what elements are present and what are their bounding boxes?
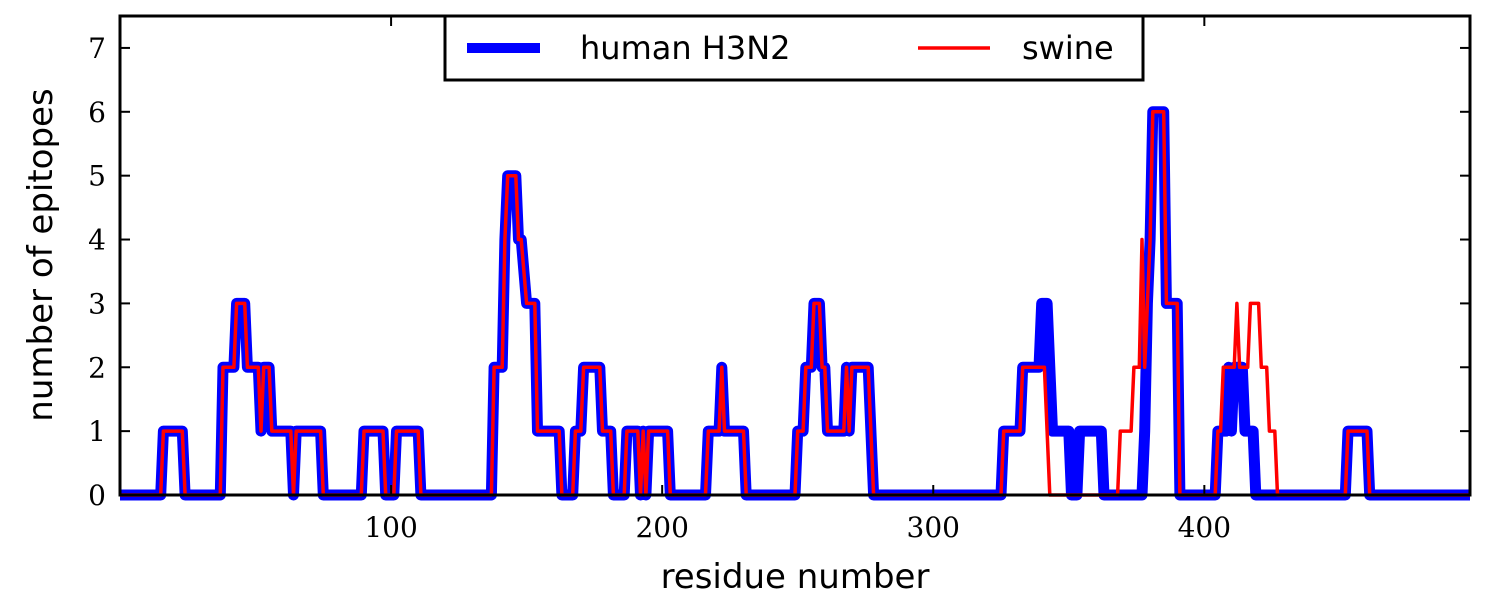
y-tick-label: 4	[88, 224, 106, 257]
x-tick-label: 200	[635, 511, 688, 544]
y-tick-label: 0	[88, 479, 106, 512]
x-tick-label: 100	[364, 511, 417, 544]
y-tick-label: 7	[88, 32, 106, 65]
tick-labels-layer: 100 200 300 400 0 1 2 3 4 5 6 7	[88, 32, 1231, 544]
x-tick-label: 400	[1178, 511, 1231, 544]
y-tick-label: 5	[88, 160, 106, 193]
legend-label-swine: swine	[1022, 29, 1114, 67]
y-tick-label: 1	[88, 415, 106, 448]
legend-label-human-h3n2: human H3N2	[580, 29, 791, 67]
y-tick-label: 6	[88, 96, 106, 129]
legend-box	[443, 14, 1145, 82]
x-tick-label: 300	[907, 511, 960, 544]
y-tick-label: 3	[88, 287, 106, 320]
y-tick-label: 2	[88, 351, 106, 384]
legend: human H3N2 swine	[443, 14, 1145, 82]
y-axis-title: number of epitopes	[21, 88, 61, 421]
x-axis-title: residue number	[661, 557, 930, 597]
